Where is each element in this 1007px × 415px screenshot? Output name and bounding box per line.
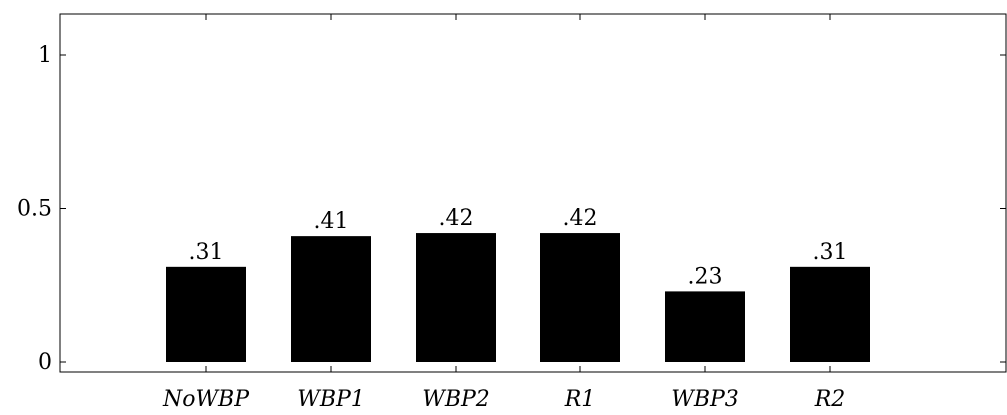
y-tick-label: 0.5 xyxy=(17,197,52,222)
data-label-wbp1: .41 xyxy=(314,209,349,234)
data-label-r1: .42 xyxy=(563,206,598,231)
category-label-nowbp: NoWBP xyxy=(162,387,250,412)
bar-r1 xyxy=(540,233,620,362)
data-label-nowbp: .31 xyxy=(189,240,224,265)
category-label-wbp2: WBP2 xyxy=(422,387,490,412)
bar-nowbp xyxy=(166,266,246,362)
bars xyxy=(166,233,870,362)
data-label-wbp2: .42 xyxy=(439,206,474,231)
bar-wbp1 xyxy=(291,236,371,362)
category-label-wbp1: WBP1 xyxy=(297,387,365,412)
labels: 0 0.5 1 .31 NoWBP .41 WBP1 .42 WBP2 .42 R1 .23 WBP3.… xyxy=(17,43,848,412)
plot-frame xyxy=(59,13,1007,373)
category-label-r1: R1 xyxy=(564,387,596,412)
axes xyxy=(59,13,1007,373)
bar-r2 xyxy=(790,266,870,362)
y-tick-label: 0 xyxy=(38,350,52,375)
data-label-r2: .31 xyxy=(813,240,848,265)
category-label-r2: R2 xyxy=(814,387,846,412)
category-label-wbp3: WBP3 xyxy=(671,387,739,412)
bar-wbp3 xyxy=(665,291,745,362)
y-tick-label: 1 xyxy=(38,43,52,68)
data-label-wbp3: .23 xyxy=(688,264,723,289)
bar-wbp2 xyxy=(416,233,496,362)
